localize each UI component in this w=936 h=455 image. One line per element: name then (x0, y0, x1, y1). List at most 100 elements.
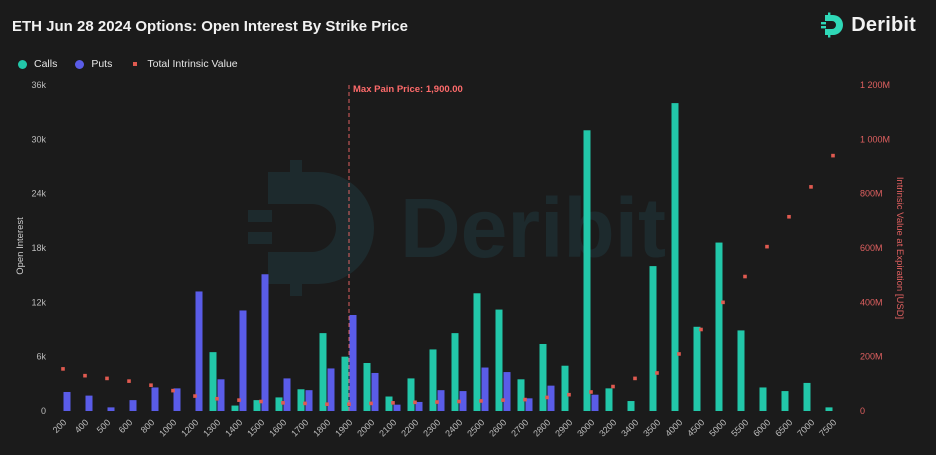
x-tick-label: 1700 (289, 417, 310, 438)
legend-item-puts[interactable]: Puts (75, 58, 112, 70)
y-axis-title: Open Interest (15, 217, 26, 275)
intrinsic-value-point (281, 401, 285, 405)
intrinsic-value-point (237, 398, 241, 402)
x-tick-label: 1600 (267, 417, 288, 438)
calls-legend-swatch (18, 59, 27, 69)
calls-bar (341, 356, 349, 411)
x-tick-label: 5500 (729, 417, 750, 438)
x-tick-label: 800 (139, 417, 157, 435)
x-tick-label: 6000 (751, 417, 772, 438)
intrinsic-value-point (699, 327, 703, 332)
x-tick-label: 2800 (531, 417, 552, 438)
chart-legend: Calls Puts Total Intrinsic Value (18, 58, 238, 70)
legend-item-calls[interactable]: Calls (18, 58, 57, 70)
intrinsic-value-point (567, 392, 571, 397)
y2-tick-label: 1 200M (860, 80, 890, 90)
x-tick-label: 200 (51, 417, 69, 435)
puts-bar (371, 372, 379, 411)
x-tick-label: 7000 (795, 417, 816, 438)
puts-bar (481, 367, 489, 411)
puts-bar (261, 274, 269, 411)
intrinsic-value-point (523, 397, 527, 402)
puts-bar (173, 388, 181, 411)
puts-bar (459, 391, 467, 411)
calls-bar (451, 333, 459, 411)
intrinsic-value-point (303, 401, 307, 406)
intrinsic-value-point (765, 244, 769, 249)
x-tick-label: 500 (95, 417, 113, 435)
calls-bar (825, 407, 833, 411)
x-tick-label: 1300 (201, 417, 222, 438)
x-tick-label: 1800 (311, 417, 332, 438)
calls-bar (253, 400, 261, 411)
calls-bar (583, 130, 591, 411)
y2-tick-label: 0 (860, 406, 865, 416)
calls-bar (473, 293, 481, 411)
intrinsic-value-point (435, 400, 439, 404)
intrinsic-legend-swatch (133, 62, 138, 66)
x-tick-label: 3500 (641, 417, 662, 438)
calls-bar (231, 405, 239, 411)
intrinsic-value-point (479, 399, 483, 403)
intrinsic-value-point (127, 379, 131, 383)
y-tick-label: 24k (31, 189, 46, 199)
x-tick-label: 7500 (817, 417, 838, 438)
calls-bar (781, 391, 789, 411)
intrinsic-value-point (545, 395, 549, 400)
y-tick-label: 18k (31, 243, 46, 253)
puts-bar (85, 395, 93, 411)
calls-bar (561, 365, 569, 411)
legend-item-intrinsic[interactable]: Total Intrinsic Value (130, 58, 238, 70)
y2-axis-title: Intrinsic Value at Expiration [USD] (894, 177, 905, 319)
puts-bar (107, 407, 115, 411)
x-tick-label: 2000 (355, 417, 376, 438)
intrinsic-value-point (259, 399, 263, 404)
x-tick-label: 3000 (575, 417, 596, 438)
calls-bar (407, 378, 415, 411)
calls-bar (605, 388, 613, 411)
intrinsic-value-point (831, 153, 835, 158)
brand: Deribit (819, 12, 916, 38)
calls-bar (539, 343, 547, 411)
watermark-logo-icon (248, 160, 374, 296)
x-tick-label: 1000 (157, 417, 178, 438)
y2-tick-label: 600M (860, 243, 883, 253)
puts-bar (393, 404, 401, 411)
x-tick-label: 2700 (509, 417, 530, 438)
intrinsic-value-point (655, 371, 659, 375)
calls-bar (627, 401, 635, 411)
intrinsic-value-point (743, 274, 747, 279)
intrinsic-value-point (809, 185, 813, 189)
y2-tick-label: 800M (860, 189, 883, 199)
puts-bar (415, 401, 423, 411)
intrinsic-value-point (325, 402, 329, 407)
intrinsic-value-point (787, 214, 791, 219)
calls-bar (759, 387, 767, 411)
intrinsic-value-point (193, 394, 197, 398)
intrinsic-value-point (391, 401, 395, 405)
intrinsic-value-point (633, 376, 637, 381)
y-tick-label: 30k (31, 134, 46, 144)
y-tick-label: 6k (36, 352, 46, 362)
intrinsic-value-point (83, 373, 87, 378)
deribit-logo-icon (821, 12, 844, 38)
puts-bar (195, 291, 203, 411)
calls-bar (297, 389, 305, 411)
intrinsic-value-point (413, 400, 417, 405)
intrinsic-value-point (589, 390, 593, 394)
puts-bar (239, 310, 247, 411)
intrinsic-value-point (611, 384, 615, 389)
calls-bar (649, 266, 657, 411)
x-tick-label: 6500 (773, 417, 794, 438)
legend-label-puts: Puts (91, 58, 113, 70)
puts-bar (283, 378, 291, 411)
puts-bar (151, 387, 159, 411)
puts-bar (525, 398, 533, 411)
x-tick-label: 1400 (223, 417, 244, 438)
x-tick-label: 1500 (245, 417, 266, 438)
intrinsic-value-point (721, 300, 725, 305)
calls-bar (429, 349, 437, 411)
calls-bar (737, 330, 745, 411)
puts-bar (503, 372, 511, 411)
puts-bar (305, 390, 313, 411)
